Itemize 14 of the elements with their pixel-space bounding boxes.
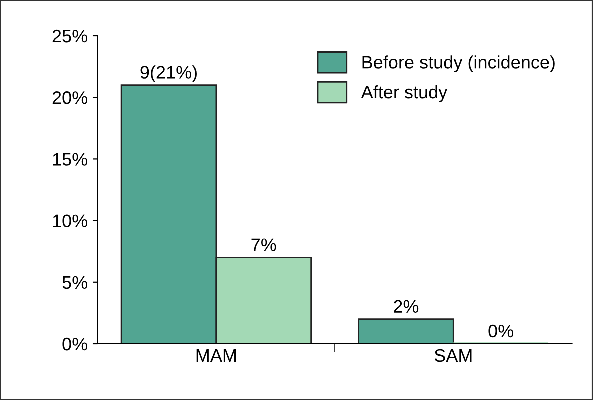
legend-label: After study xyxy=(361,85,448,102)
data-label: 2% xyxy=(394,300,419,313)
y-tick-label: 0% xyxy=(62,338,88,351)
data-label: 7% xyxy=(252,238,276,252)
y-tick-label: 25% xyxy=(52,30,88,43)
x-tick-label: SAM xyxy=(434,349,472,362)
y-tick-label: 15% xyxy=(53,153,88,166)
y-tick-label: 20% xyxy=(52,92,88,104)
x-tick-label: MAM xyxy=(196,350,236,362)
y-tick-label: 10% xyxy=(53,214,88,228)
data-label: 9(21%) xyxy=(140,66,197,82)
data-label: 0% xyxy=(488,324,514,338)
y-tick-label: 5% xyxy=(62,276,88,290)
legend-label: Before study (incidence) xyxy=(362,56,555,72)
